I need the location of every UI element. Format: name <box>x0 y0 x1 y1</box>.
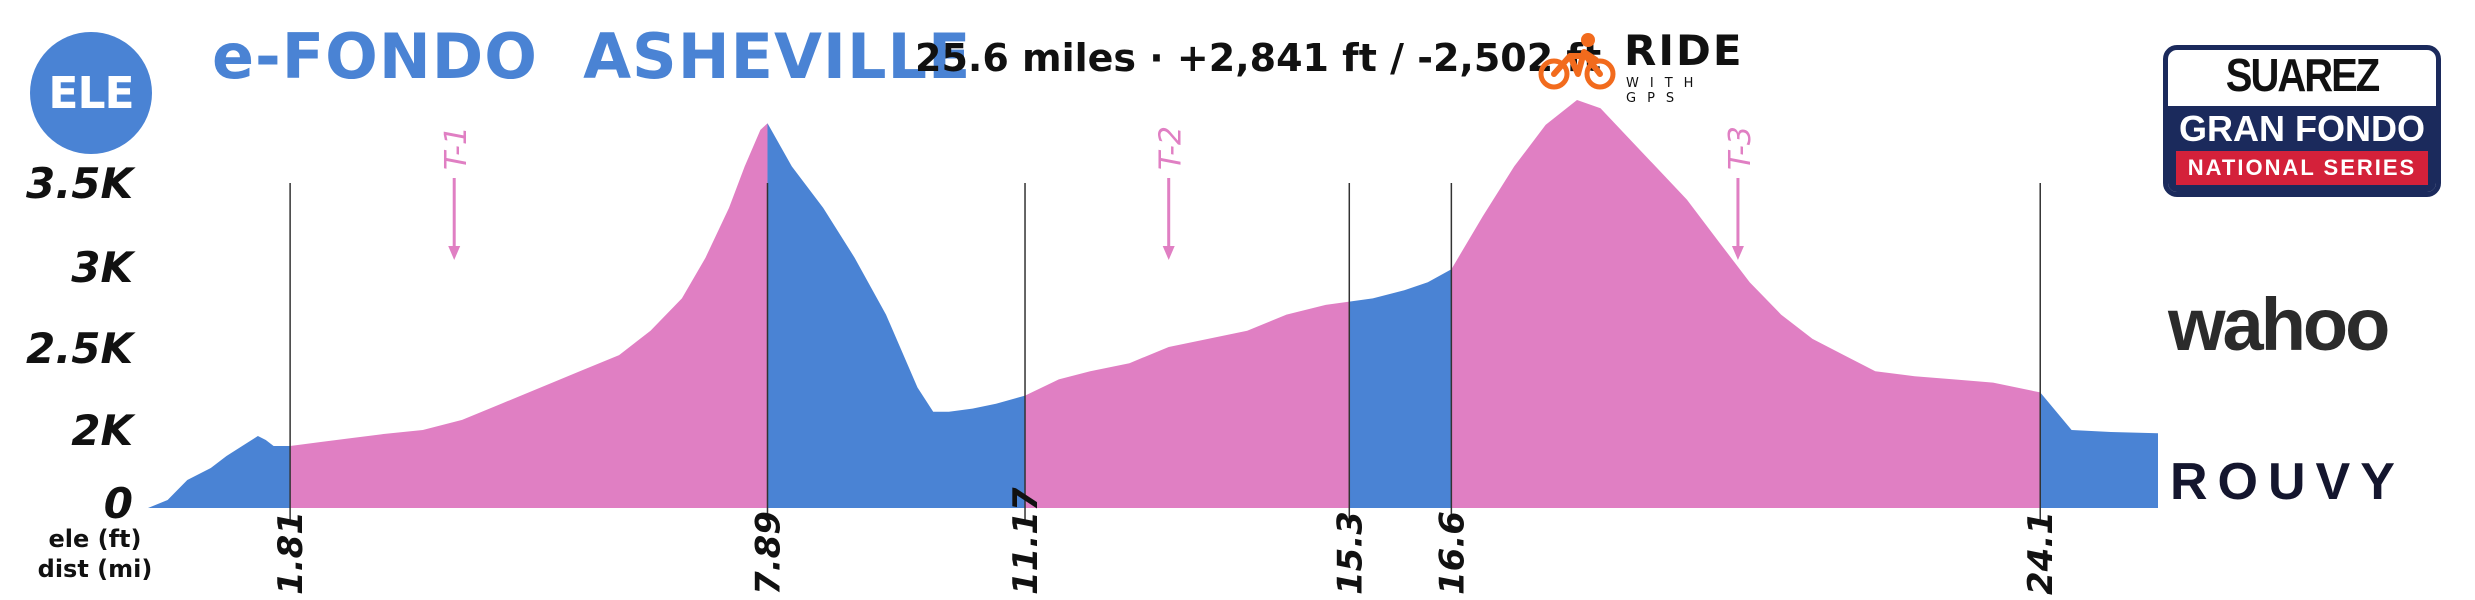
suarez-logo-middle: GRAN FONDO <box>2179 108 2425 149</box>
suarez-logo-bottom: NATIONAL SERIES <box>2176 151 2428 185</box>
route-stats: 25.6 miles · +2,841 ft / -2,502 ft <box>915 36 1602 80</box>
rouvy-logo: ROUVY <box>2170 453 2405 511</box>
y-tick-label: 0 <box>104 479 133 528</box>
suarez-logo-band: GRAN FONDO NATIONAL SERIES <box>2168 106 2436 192</box>
rwgps-title: RIDE <box>1624 26 1744 75</box>
ele-badge-label: ELE <box>48 67 134 119</box>
profile-segment-6 <box>1451 100 2041 508</box>
ride-with-gps-logo: RIDE WITH GPS <box>1538 26 1763 106</box>
down-arrow-icon <box>1731 246 1744 260</box>
profile-segment-2 <box>290 123 768 508</box>
turn-marker-3: T-3 <box>1723 126 1758 260</box>
profile-segment-1 <box>148 436 291 508</box>
turn-marker-label: T-1 <box>439 126 474 170</box>
x-axis-label: dist (mi) <box>38 555 153 583</box>
x-tick-label: 1.81 <box>271 511 311 595</box>
x-tick-label: 15.3 <box>1330 511 1370 595</box>
y-tick-label: 3K <box>71 243 136 292</box>
y-axis-ticks: 3.5K 3K 2.5K 2K 0 <box>26 159 136 528</box>
y-axis-label: ele (ft) <box>49 525 142 553</box>
suarez-gran-fondo-logo: SUAREZ GRAN FONDO NATIONAL SERIES <box>2163 45 2441 197</box>
y-tick-label: 2K <box>71 406 136 455</box>
y-tick-label: 3.5K <box>26 159 136 208</box>
profile-segment-3 <box>767 123 1026 508</box>
cyclist-icon <box>1538 33 1616 90</box>
x-tick-label: 16.6 <box>1432 511 1472 595</box>
event-title: e-FONDO ASHEVILLE <box>212 20 972 93</box>
turn-marker-1: T-1 <box>439 126 474 260</box>
rwgps-subtitle: WITH GPS <box>1626 76 1705 106</box>
segment-boundary-lines <box>289 183 2041 520</box>
down-arrow-icon <box>448 246 461 260</box>
turn-marker-2: T-2 <box>1154 126 1189 260</box>
profile-segment-7 <box>2040 392 2158 508</box>
turn-marker-label: T-2 <box>1154 126 1189 170</box>
down-arrow-icon <box>1162 246 1175 260</box>
elevation-profile-fill <box>148 100 2158 508</box>
turn-marker-label: T-3 <box>1723 126 1758 170</box>
x-tick-label: 24.1 <box>2021 511 2061 595</box>
x-tick-label: 7.89 <box>748 511 788 595</box>
suarez-logo-top: SUAREZ <box>2225 50 2380 102</box>
wahoo-logo: wahoo <box>2168 283 2390 366</box>
x-tick-label: 11.17 <box>1006 487 1046 595</box>
profile-segment-4 <box>1025 301 1350 508</box>
profile-segment-5 <box>1349 269 1452 508</box>
y-tick-label: 2.5K <box>26 324 136 373</box>
x-axis-ticks: 1.81 7.89 11.17 15.3 16.6 24.1 <box>271 487 2061 595</box>
turn-markers: T-1 T-2 T-3 <box>439 126 1758 260</box>
ele-badge: ELE <box>30 32 152 154</box>
